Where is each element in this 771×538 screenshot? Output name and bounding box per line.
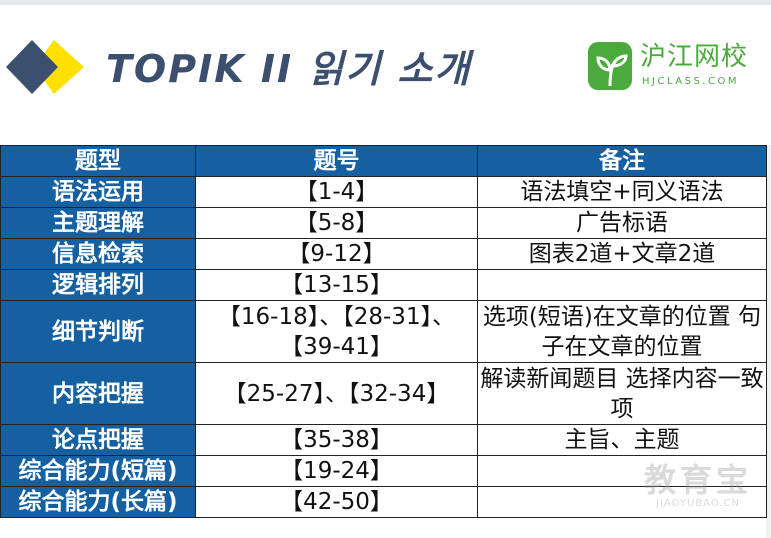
row-numbers: 【5-8】 xyxy=(195,207,478,239)
row-numbers: 【25-27】、【32-34】 xyxy=(195,362,478,425)
table-row: 综合能力(短篇) 【19-24】 教育宝 JIAOYUBAO.CN xyxy=(0,455,767,509)
row-numbers: 【9-12】 xyxy=(195,238,478,270)
header-type: 题型 xyxy=(0,145,196,177)
row-numbers: 【19-24】 xyxy=(195,455,478,487)
row-numbers: 【42-50】 xyxy=(195,486,478,518)
row-numbers: 【1-4】 xyxy=(195,176,478,208)
row-type: 细节判断 xyxy=(0,300,196,363)
header-notes: 备注 xyxy=(477,145,767,177)
table-row: 主题理解 【5-8】 广告标语 xyxy=(0,207,767,239)
row-numbers: 【35-38】 xyxy=(195,424,478,456)
row-note: 解读新闻题目 选择内容一致项 xyxy=(477,362,767,425)
top-bar xyxy=(0,0,771,5)
row-note-cell: 教育宝 JIAOYUBAO.CN xyxy=(477,455,767,509)
diamond-logo-icon xyxy=(6,40,84,94)
brand-url: HJCLASS.COM xyxy=(642,76,739,87)
row-note: 选项(短语)在文章的位置 句子在文章的位置 xyxy=(477,300,767,363)
sprout-icon xyxy=(588,42,632,90)
row-note xyxy=(477,486,767,518)
table-row: 细节判断 【16-18】、【28-31】、【39-41】 选项(短语)在文章的位置 … xyxy=(0,300,767,363)
table-row: 论点把握 【35-38】 主旨、主题 xyxy=(0,424,767,456)
row-type: 逻辑排列 xyxy=(0,269,196,301)
row-note: 广告标语 xyxy=(477,207,767,239)
row-note: 语法填空+同义语法 xyxy=(477,176,767,208)
table-row: 逻辑排列 【13-15】 xyxy=(0,269,767,301)
topik-reading-table: 题型 题号 备注 语法运用 【1-4】 语法填空+同义语法 主题理解 【5-8】 广告标… xyxy=(0,145,767,518)
table-row: 综合能力(长篇) 【42-50】 xyxy=(0,486,767,518)
row-type: 综合能力(短篇) xyxy=(0,455,196,487)
row-type: 语法运用 xyxy=(0,176,196,208)
row-note xyxy=(477,269,767,301)
table-header: 题型 题号 备注 xyxy=(0,145,767,177)
row-type: 综合能力(长篇) xyxy=(0,486,196,518)
brand-name: 沪江网校 xyxy=(640,42,749,72)
header-numbers: 题号 xyxy=(195,145,478,177)
row-numbers: 【16-18】、【28-31】、【39-41】 xyxy=(195,300,478,363)
table-row: 信息检索 【9-12】 图表2道+文章2道 xyxy=(0,238,767,270)
page-title: TOPIK II 읽기 소개 xyxy=(106,47,472,91)
row-type: 主题理解 xyxy=(0,207,196,239)
table-row: 语法运用 【1-4】 语法填空+同义语法 xyxy=(0,176,767,208)
table-row: 内容把握 【25-27】、【32-34】 解读新闻题目 选择内容一致项 xyxy=(0,362,767,425)
scroll-edge xyxy=(766,145,771,538)
row-type: 论点把握 xyxy=(0,424,196,456)
row-note: 主旨、主题 xyxy=(477,424,767,456)
brand-logo: 沪江网校 HJCLASS.COM xyxy=(588,40,758,92)
row-numbers: 【13-15】 xyxy=(195,269,478,301)
row-type: 信息检索 xyxy=(0,238,196,270)
row-note: 图表2道+文章2道 xyxy=(477,238,767,270)
row-type: 内容把握 xyxy=(0,362,196,425)
